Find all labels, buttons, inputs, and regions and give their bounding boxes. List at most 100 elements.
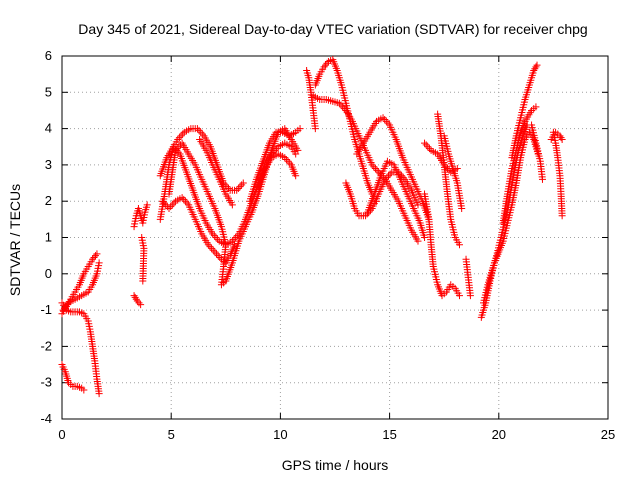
data-point: [362, 212, 370, 220]
x-axis-label: GPS time / hours: [282, 457, 389, 473]
data-point: [424, 143, 432, 151]
series-arc-a: [58, 250, 101, 318]
data-point: [292, 150, 300, 158]
data-point: [368, 161, 376, 169]
data-point: [558, 135, 566, 143]
data-point: [557, 134, 565, 142]
data-point: [63, 301, 71, 309]
data-point: [62, 302, 70, 310]
data-point: [385, 172, 393, 180]
data-point: [167, 203, 175, 211]
data-point: [383, 174, 391, 182]
data-point: [320, 63, 328, 71]
data-point: [458, 204, 466, 212]
data-point: [455, 241, 463, 249]
data-point: [91, 252, 99, 260]
data-point: [197, 128, 205, 136]
data-point: [214, 235, 222, 243]
series-arc-g: [138, 234, 148, 285]
data-point: [294, 146, 302, 154]
data-point: [175, 134, 183, 142]
data-point: [228, 201, 236, 209]
series-arc-d: [59, 259, 103, 314]
data-point: [175, 143, 183, 151]
data-point: [172, 146, 180, 154]
data-point: [558, 212, 566, 220]
data-point: [530, 67, 538, 75]
data-point: [158, 197, 166, 205]
data-point: [379, 114, 387, 122]
y-tick-label: 6: [45, 48, 52, 63]
data-point: [80, 386, 88, 394]
y-tick-label: -2: [40, 338, 52, 353]
data-point: [455, 292, 463, 300]
data-points: [58, 56, 566, 398]
data-point: [236, 183, 244, 191]
data-point: [209, 230, 217, 238]
series-arc-t: [364, 157, 429, 241]
data-point: [174, 135, 182, 143]
data-point: [180, 195, 188, 203]
data-point: [178, 194, 186, 202]
data-point: [531, 65, 539, 73]
data-point: [556, 132, 564, 140]
data-point: [60, 304, 68, 312]
y-axis-label: SDTVAR / TECUs: [7, 184, 23, 296]
series-arc-w: [434, 110, 463, 249]
x-tick-label: 25: [601, 427, 615, 442]
tick-labels: 0 5 10 15 20 25 -4 -3 -2 -1 0 1 2 3 4 5 6: [40, 48, 615, 442]
data-point: [181, 197, 189, 205]
data-point: [209, 246, 217, 254]
y-tick-label: 3: [45, 157, 52, 172]
data-point: [177, 132, 185, 140]
data-point: [421, 139, 429, 147]
data-point: [170, 199, 178, 207]
y-tick-label: -4: [40, 411, 52, 426]
data-point: [225, 184, 233, 192]
data-point: [232, 234, 240, 241]
data-point: [422, 141, 430, 149]
data-point: [370, 163, 378, 171]
data-point: [239, 179, 247, 187]
series-arc-f: [130, 292, 145, 309]
data-point: [183, 199, 191, 207]
y-tick-label: -1: [40, 302, 52, 317]
data-point: [208, 244, 216, 252]
data-point: [384, 119, 392, 127]
data-point: [160, 199, 168, 207]
data-point: [198, 130, 206, 138]
data-point: [210, 232, 218, 240]
x-tick-label: 10: [273, 427, 287, 442]
data-point: [90, 253, 98, 261]
data-point: [363, 210, 371, 218]
series-arc-y: [462, 255, 474, 300]
data-point: [231, 241, 239, 249]
y-tick-label: 5: [45, 84, 52, 99]
data-point: [238, 181, 246, 189]
data-point: [375, 168, 383, 176]
y-tick-label: 0: [45, 266, 52, 281]
series-arc-u: [421, 190, 463, 300]
x-tick-label: 0: [58, 427, 65, 442]
grid-lines: [62, 56, 608, 419]
data-point: [381, 175, 389, 183]
data-point: [373, 166, 381, 174]
data-point: [162, 201, 170, 209]
data-point: [532, 63, 540, 71]
data-point: [211, 248, 219, 256]
data-point: [193, 125, 201, 133]
data-point: [339, 103, 347, 111]
data-point: [139, 277, 147, 285]
x-tick-label: 20: [492, 427, 506, 442]
series-arc-e: [130, 201, 151, 231]
data-point: [421, 234, 429, 241]
data-point: [292, 172, 300, 180]
series-arc-l: [196, 135, 236, 209]
data-point: [337, 101, 345, 109]
chart-title: Day 345 of 2021, Sidereal Day-to-day VTE…: [78, 21, 587, 37]
data-point: [165, 204, 173, 212]
data-point: [93, 250, 101, 258]
data-point: [382, 117, 390, 125]
data-point: [213, 250, 221, 258]
